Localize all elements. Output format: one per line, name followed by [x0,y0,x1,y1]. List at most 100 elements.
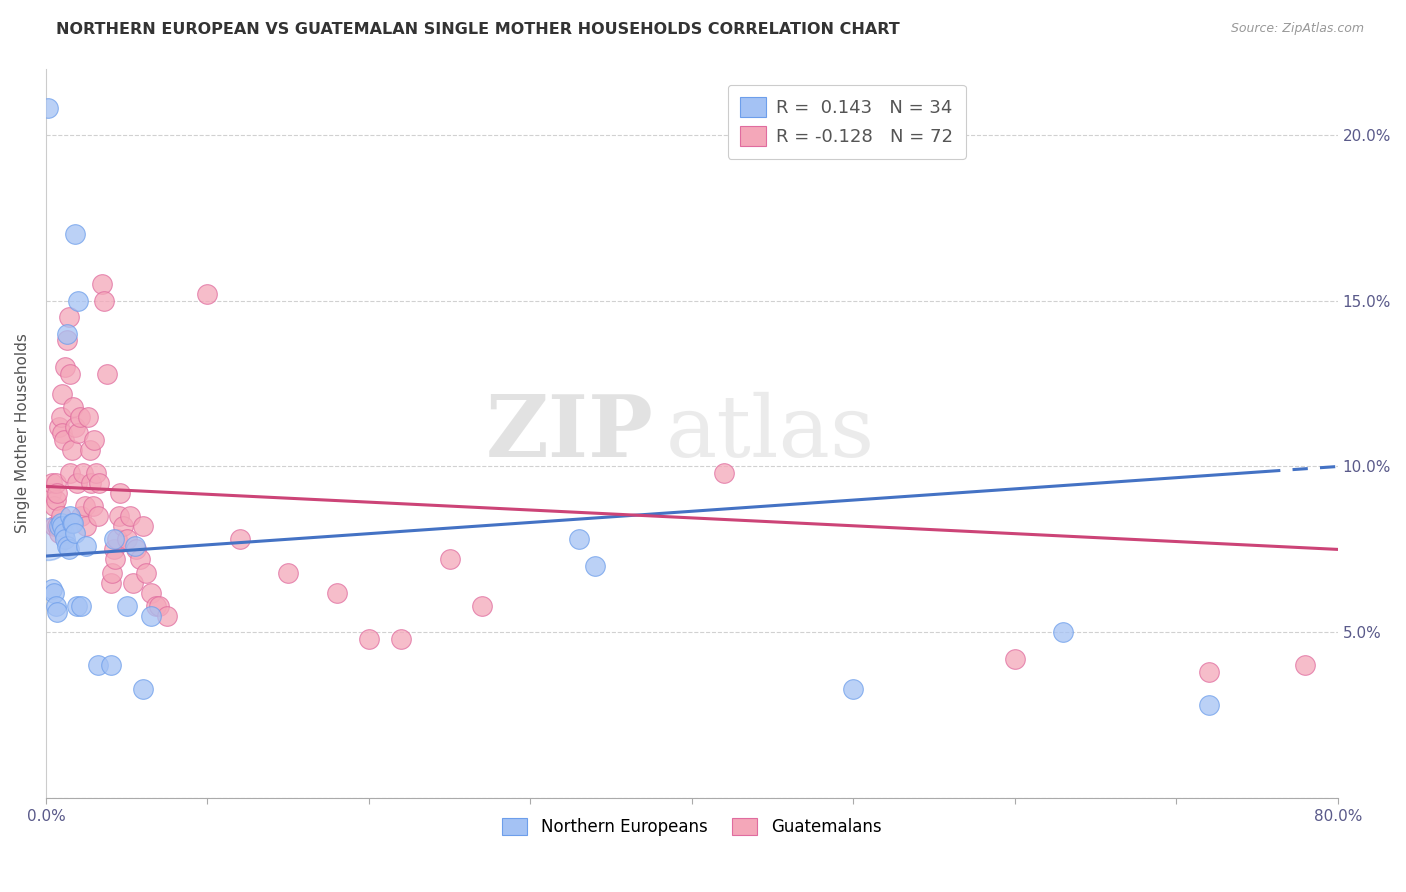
Point [118,509,141,524]
Point [156,608,179,623]
Point [77,409,100,424]
Point [145,599,167,613]
Point [58,310,80,325]
Point [53,533,76,547]
Point [70,509,93,524]
Point [125,542,148,557]
Point [49,409,72,424]
Point [37,101,59,115]
Point [105,533,128,547]
Point [75,539,97,553]
Point [93,293,115,308]
Point [132,681,155,696]
Point [325,585,347,599]
Point [115,533,138,547]
Point [63,419,86,434]
Point [45,599,67,613]
Y-axis label: Single Mother Households: Single Mother Households [15,334,30,533]
Point [39,486,62,500]
Point [37,533,59,547]
Point [568,533,591,547]
Text: NORTHERN EUROPEAN VS GUATEMALAN SINGLE MOTHER HOUSEHOLDS CORRELATION CHART: NORTHERN EUROPEAN VS GUATEMALAN SINGLE M… [56,22,900,37]
Point [63,525,86,540]
Point [103,533,125,547]
Point [69,409,91,424]
Point [56,539,79,553]
Point [49,516,72,530]
Point [52,433,75,447]
Point [51,519,73,533]
Point [277,566,299,580]
Point [84,466,107,480]
Point [73,500,96,514]
Point [139,608,162,623]
Point [89,476,111,491]
Point [112,519,135,533]
Point [1052,625,1074,640]
Point [91,277,114,291]
Point [53,359,76,374]
Point [48,519,70,533]
Point [59,367,82,381]
Point [82,500,104,514]
Point [197,287,219,301]
Point [101,566,124,580]
Point [122,575,145,590]
Point [46,486,69,500]
Point [67,426,90,441]
Point [51,386,73,401]
Point [83,433,105,447]
Point [96,367,118,381]
Point [389,632,412,646]
Point [128,552,150,566]
Point [86,658,108,673]
Point [139,585,162,599]
Point [229,533,252,547]
Point [132,519,155,533]
Point [1198,698,1220,713]
Point [51,426,73,441]
Point [59,509,82,524]
Text: Source: ZipAtlas.com: Source: ZipAtlas.com [1230,22,1364,36]
Point [45,476,67,491]
Point [62,400,84,414]
Point [842,681,865,696]
Point [41,476,63,491]
Point [48,419,70,434]
Point [1198,665,1220,679]
Point [45,492,67,507]
Point [66,476,89,491]
Text: atlas: atlas [666,392,875,475]
Point [52,525,75,540]
Point [67,293,90,308]
Point [46,606,69,620]
Point [62,516,84,530]
Point [115,599,138,613]
Point [79,442,101,457]
Point [100,658,122,673]
Point [42,585,65,599]
Point [56,334,79,348]
Point [1294,658,1316,673]
Point [58,542,80,557]
Point [42,519,65,533]
Point [42,500,65,514]
Point [70,599,93,613]
Point [148,599,170,613]
Point [104,552,127,566]
Point [357,632,380,646]
Point [72,466,94,480]
Point [60,516,83,530]
Point [107,509,129,524]
Text: ZIP: ZIP [485,392,654,475]
Legend: Northern Europeans, Guatemalans: Northern Europeans, Guatemalans [494,810,890,845]
Point [75,519,97,533]
Point [59,466,82,480]
Point [46,519,69,533]
Point [713,466,735,480]
Point [48,525,70,540]
Point [471,599,494,613]
Point [49,509,72,524]
Point [124,539,146,553]
Point [135,566,157,580]
